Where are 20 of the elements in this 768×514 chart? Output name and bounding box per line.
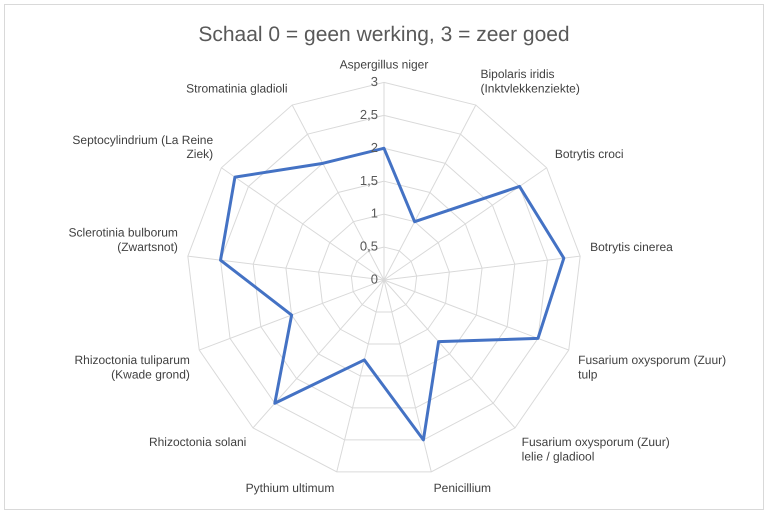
y-tick-label: 1,5 [360,172,378,188]
spoke-label: Fusarium oxysporum (Zuur) lelie / gladiool [522,434,670,464]
y-tick-label: 0 [370,272,378,287]
spoke-label: Botrytis croci [554,147,624,162]
spoke-label: Rhizoctonia tuliparum (Kwade grond) [74,353,190,382]
spoke-label: Pythium ultimum [246,481,334,496]
spoke-label: Penicillium [434,481,492,496]
spoke-label: Aspergillus niger [340,58,428,72]
spoke-label: Septocylindrium (La Reine Ziek) [72,132,214,162]
spoke-label: Sclerotinia bulborum (Zwartsnot) [68,226,178,254]
y-tick-label: 2,5 [360,106,378,122]
spoke-label: Stromatinia gladioli [186,81,288,96]
spoke-label: Botrytis cinerea [590,240,674,254]
spoke-label: Fusarium oxysporum (Zuur) tulp [578,353,726,382]
spoke-label: Rhizoctonia solani [148,434,246,449]
spoke-label: Bipolaris iridis (Inktvlekkenziekte) [480,66,580,96]
chart-title: Schaal 0 = geen werking, 3 = zeer goed [197,23,571,47]
y-tick-label: 1 [370,206,378,221]
y-tick-label: 3 [370,74,378,89]
y-tick-label: 0,5 [360,238,378,254]
